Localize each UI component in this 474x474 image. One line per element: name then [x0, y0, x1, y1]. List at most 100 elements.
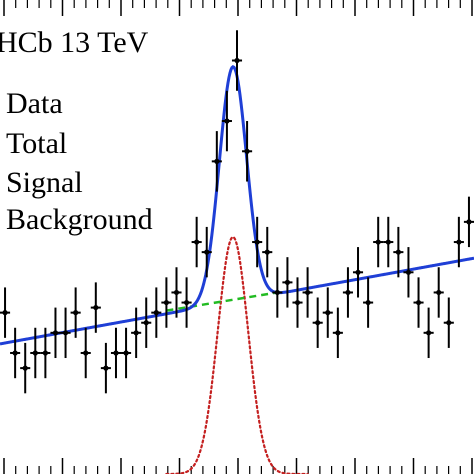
data-marker [345, 289, 351, 296]
data-point [231, 30, 243, 91]
data-point [10, 327, 21, 379]
data-point [282, 257, 293, 308]
data-marker [62, 330, 69, 336]
data-marker [355, 269, 361, 275]
signal-curve [165, 235, 309, 474]
data-marker [446, 320, 452, 326]
data-marker [103, 365, 109, 371]
data-point [0, 287, 11, 338]
data-marker [415, 299, 422, 306]
data-point [151, 287, 162, 338]
data-marker [42, 350, 48, 356]
data-marker [284, 279, 291, 285]
data-point [292, 277, 303, 328]
data-marker [52, 330, 59, 336]
data-marker [426, 330, 432, 336]
data-marker [2, 310, 8, 316]
data-point [70, 287, 81, 338]
data-marker [22, 365, 28, 371]
data-point [211, 131, 222, 192]
data-point [413, 277, 424, 328]
data-marker [153, 310, 159, 316]
data-marker [93, 304, 99, 311]
data-marker [83, 350, 89, 356]
data-marker [143, 320, 149, 326]
data-point [443, 297, 454, 348]
data-point [383, 216, 394, 268]
data-marker [32, 350, 38, 356]
data-point [181, 277, 192, 328]
data-point [90, 282, 101, 333]
data-point [332, 307, 343, 359]
data-point [40, 327, 51, 379]
data-point [373, 216, 384, 268]
data-point [50, 307, 61, 359]
data-point [463, 196, 474, 248]
data-points-layer [0, 30, 474, 394]
legend: Data Total Signal Background [6, 87, 153, 236]
data-marker [264, 249, 270, 255]
data-marker [304, 289, 311, 296]
experiment-label: HCb 13 TeV [0, 26, 149, 59]
data-marker [133, 330, 139, 336]
data-marker [244, 148, 250, 154]
axis-ticks [3, 0, 473, 474]
data-marker [214, 158, 220, 164]
data-point [342, 267, 353, 318]
data-marker [173, 289, 180, 296]
data-point [131, 307, 142, 359]
legend-entry-background: Background [6, 203, 153, 236]
data-marker [466, 219, 472, 225]
data-marker [365, 299, 371, 306]
data-marker [234, 57, 240, 64]
data-point [423, 307, 434, 359]
data-point [201, 226, 212, 278]
data-point [191, 216, 202, 268]
data-marker [163, 299, 170, 306]
data-point [252, 216, 263, 268]
data-point [80, 327, 91, 379]
data-point [110, 327, 122, 379]
data-point [453, 216, 464, 268]
data-point [30, 327, 41, 379]
data-marker [315, 320, 321, 326]
data-marker [274, 289, 280, 296]
data-point [433, 267, 444, 318]
data-marker [405, 269, 412, 275]
data-point [302, 267, 313, 318]
data-marker [183, 299, 190, 306]
data-point [393, 226, 404, 278]
data-marker [113, 350, 119, 356]
data-marker [254, 239, 260, 245]
data-point [20, 342, 31, 394]
background-curve-layer [166, 291, 278, 312]
signal-curve-layer [165, 235, 309, 474]
data-marker [194, 239, 200, 245]
data-marker [224, 118, 230, 124]
background-curve [166, 291, 278, 312]
data-marker [294, 299, 301, 306]
data-point [352, 247, 364, 298]
data-point [262, 226, 273, 278]
data-point [403, 247, 414, 298]
data-point [100, 342, 111, 394]
data-point [121, 327, 132, 379]
data-point [272, 267, 283, 318]
legend-entry-total: Total [6, 127, 67, 160]
data-marker [73, 310, 79, 316]
data-marker [436, 289, 442, 296]
data-point [171, 267, 182, 318]
data-marker [456, 239, 462, 245]
data-marker [395, 249, 401, 255]
data-point [141, 297, 152, 348]
data-point [161, 277, 172, 328]
data-marker [123, 350, 129, 356]
legend-entry-signal: Signal [6, 166, 83, 199]
data-marker [335, 330, 341, 336]
legend-entry-data: Data [6, 87, 63, 120]
data-point [221, 90, 232, 152]
data-marker [325, 310, 331, 316]
data-marker [12, 350, 18, 356]
data-point [60, 307, 71, 359]
